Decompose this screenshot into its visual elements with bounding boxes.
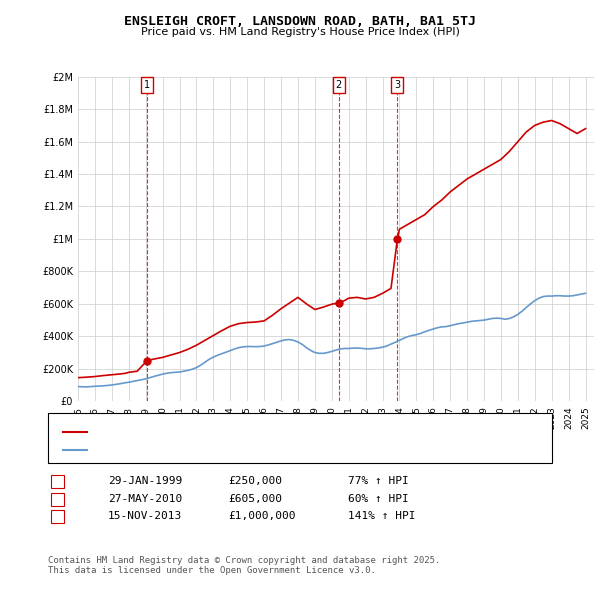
Text: £605,000: £605,000 [228, 494, 282, 503]
Text: 77% ↑ HPI: 77% ↑ HPI [348, 476, 409, 486]
Text: 27-MAY-2010: 27-MAY-2010 [108, 494, 182, 503]
Text: Contains HM Land Registry data © Crown copyright and database right 2025.
This d: Contains HM Land Registry data © Crown c… [48, 556, 440, 575]
Text: HPI: Average price, detached house, Bath and North East Somerset: HPI: Average price, detached house, Bath… [90, 445, 466, 454]
Text: 3: 3 [394, 80, 400, 90]
Text: 1: 1 [144, 80, 150, 90]
Text: 1: 1 [54, 476, 61, 486]
Text: £250,000: £250,000 [228, 476, 282, 486]
Text: 3: 3 [54, 512, 61, 521]
Text: £1,000,000: £1,000,000 [228, 512, 296, 521]
Text: 2: 2 [335, 80, 342, 90]
Text: ENSLEIGH CROFT, LANSDOWN ROAD, BATH, BA1 5TJ: ENSLEIGH CROFT, LANSDOWN ROAD, BATH, BA1… [124, 15, 476, 28]
Text: 141% ↑ HPI: 141% ↑ HPI [348, 512, 415, 521]
Text: 60% ↑ HPI: 60% ↑ HPI [348, 494, 409, 503]
Text: 2: 2 [54, 494, 61, 503]
Text: Price paid vs. HM Land Registry's House Price Index (HPI): Price paid vs. HM Land Registry's House … [140, 27, 460, 37]
Text: 29-JAN-1999: 29-JAN-1999 [108, 476, 182, 486]
Text: 15-NOV-2013: 15-NOV-2013 [108, 512, 182, 521]
Text: ENSLEIGH CROFT, LANSDOWN ROAD, BATH, BA1 5TJ (detached house): ENSLEIGH CROFT, LANSDOWN ROAD, BATH, BA1… [90, 427, 448, 437]
